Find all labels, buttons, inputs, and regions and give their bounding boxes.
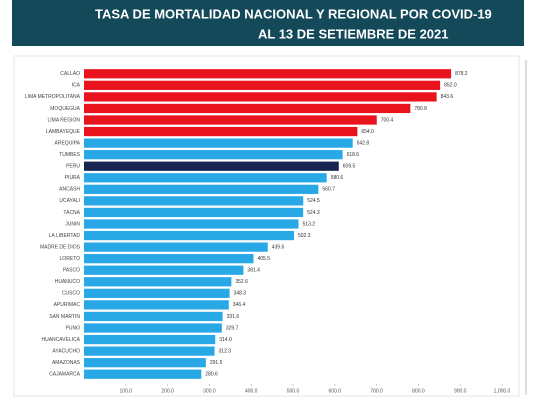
- category-label: AYACUCHO: [52, 348, 80, 354]
- bar: [84, 184, 319, 194]
- value-label: 291.5: [210, 360, 223, 366]
- value-label: 560.7: [322, 187, 335, 193]
- bar: [84, 369, 202, 379]
- value-label: 654.0: [361, 129, 374, 135]
- bar: [84, 346, 215, 356]
- category-label: TACNA: [63, 210, 80, 216]
- bar: [84, 265, 244, 275]
- value-label: 852.0: [444, 83, 457, 89]
- bar: [84, 300, 229, 310]
- bar: [84, 358, 206, 368]
- value-label: 331.6: [227, 314, 240, 320]
- category-label: AMAZONAS: [52, 360, 81, 366]
- value-label: 524.3: [307, 210, 320, 216]
- category-label: CALLAO: [60, 71, 80, 77]
- x-tick-label: 700.0: [370, 388, 383, 394]
- value-label: 524.5: [307, 198, 320, 204]
- category-label: LIMA REGION: [47, 117, 80, 123]
- value-label: 843.6: [441, 94, 454, 100]
- category-label: PIURA: [65, 175, 81, 181]
- category-label: PASCO: [63, 268, 80, 274]
- category-label: JUNIN: [65, 221, 80, 227]
- category-label: HUANUCO: [55, 279, 80, 285]
- category-label: PUNO: [66, 325, 81, 331]
- category-label: LAMBAYEQUE: [46, 129, 81, 135]
- value-label: 329.7: [226, 325, 239, 331]
- category-label: LIMA METROPOLITANA: [25, 94, 81, 100]
- bar: [84, 323, 222, 333]
- x-tick-label: 200.0: [161, 388, 174, 394]
- category-label: CUSCO: [62, 291, 80, 297]
- title-line-1: TASA DE MORTALIDAD NACIONAL Y REGIONAL P…: [95, 6, 492, 21]
- category-label: ANCASH: [59, 187, 80, 193]
- category-label: PERU: [66, 164, 80, 170]
- bar: [84, 138, 353, 148]
- x-tick-label: 400.0: [245, 388, 258, 394]
- category-label: ICA: [72, 83, 81, 89]
- bar: [84, 311, 223, 322]
- bar: [84, 80, 441, 90]
- value-label: 346.4: [233, 302, 246, 308]
- x-tick-label: 1,000.0: [494, 388, 511, 394]
- bar: [84, 150, 343, 160]
- category-label: LORETO: [60, 256, 81, 262]
- bar: [84, 230, 294, 241]
- category-label: CAJAMARCA: [49, 372, 81, 378]
- value-label: 700.4: [381, 117, 394, 123]
- x-tick-label: 800.0: [412, 388, 425, 394]
- x-tick-label: 500.0: [287, 388, 300, 394]
- category-label: TUMBES: [59, 152, 81, 158]
- category-label: MOQUEGUA: [50, 106, 80, 112]
- value-label: 381.4: [247, 268, 260, 274]
- value-label: 513.2: [303, 221, 316, 227]
- x-tick-label: 100.0: [120, 388, 133, 394]
- bar: [84, 92, 437, 102]
- value-label: 878.2: [455, 71, 468, 77]
- value-label: 405.5: [257, 256, 270, 262]
- category-label: APURIMAC: [54, 302, 81, 308]
- category-label: UCAYALI: [59, 198, 80, 204]
- bar: [84, 126, 358, 137]
- value-label: 580.6: [331, 175, 344, 181]
- value-label: 618.6: [347, 152, 360, 158]
- x-tick-label: 300.0: [203, 388, 216, 394]
- bar: [84, 69, 452, 79]
- category-label: AREQUIPA: [55, 140, 81, 146]
- value-label: 780.8: [414, 106, 427, 112]
- value-label: 348.3: [234, 291, 247, 297]
- value-label: 312.3: [219, 348, 232, 354]
- title-line-2: AL 13 DE SETIEMBRE DE 2021: [258, 26, 449, 41]
- bar: [84, 161, 339, 171]
- category-label: LA LIBERTAD: [49, 233, 81, 239]
- x-tick-label: 600.0: [329, 388, 342, 394]
- value-label: 439.6: [272, 244, 285, 250]
- category-label: SAN MARTIN: [49, 314, 80, 320]
- bar: [84, 277, 232, 287]
- value-label: 280.6: [205, 372, 218, 378]
- category-label: MADRE DE DIOS: [40, 244, 81, 250]
- bar: [84, 334, 216, 345]
- bar: [84, 196, 304, 206]
- value-label: 502.3: [298, 233, 311, 239]
- bar: [84, 207, 304, 218]
- value-label: 609.5: [343, 164, 356, 170]
- bar: [84, 103, 411, 114]
- x-tick-label: 900.0: [454, 388, 467, 394]
- header-band: [12, 0, 524, 46]
- bar: [84, 173, 327, 183]
- value-label: 352.6: [235, 279, 248, 285]
- value-label: 642.8: [357, 140, 370, 146]
- bar: [84, 219, 299, 229]
- category-label: HUANCAVELICA: [41, 337, 80, 343]
- bar: [84, 242, 268, 252]
- bar: [84, 115, 377, 125]
- bar: [84, 254, 254, 264]
- value-label: 314.0: [219, 337, 232, 343]
- bar: [84, 288, 230, 298]
